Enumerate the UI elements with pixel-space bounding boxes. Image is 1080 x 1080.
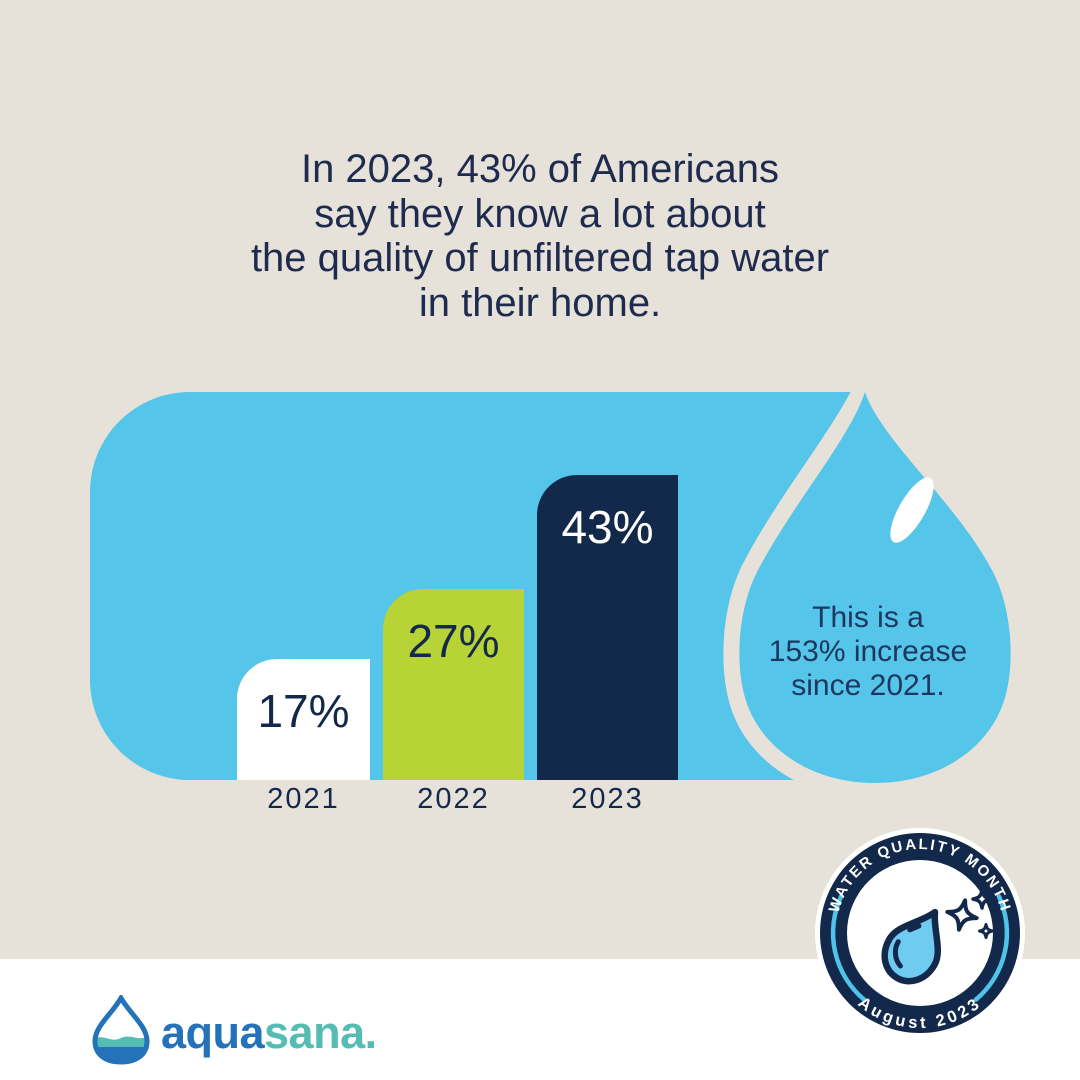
water-quality-month-badge: WATER QUALITY MONTH August 2023 — [815, 828, 1025, 1038]
bar-value-2021: 17% — [257, 685, 350, 737]
headline-line-2: say they know a lot about — [314, 191, 766, 236]
drop-highlight — [890, 477, 934, 543]
logo-text-sana: sana — [264, 1007, 365, 1058]
callout-line-2: 153% increase — [768, 635, 968, 668]
badge-drop-dash-small — [907, 923, 922, 933]
sparkle-icon-tiny — [978, 923, 994, 939]
bar-2022: 27% — [383, 589, 524, 780]
callout-line-3: since 2021. — [791, 669, 945, 702]
badge-drop-dash-curve — [892, 939, 903, 969]
badge-drop-icon — [881, 888, 994, 985]
logo-drop-wave — [95, 1035, 147, 1047]
bar-2021: 17% — [237, 659, 370, 780]
logo-drop-outline — [92, 995, 150, 1065]
bar-2023: 43% — [537, 475, 678, 780]
headline-line-4: in their home. — [418, 280, 662, 325]
headline-line-3: the quality of unfiltered tap water — [250, 236, 830, 280]
logo-trademark-dot: . — [364, 1007, 378, 1058]
water-drop-graphic — [723, 362, 1027, 800]
badge-arc-left — [830, 893, 867, 1002]
logo-text-aqua: aqua — [161, 1007, 265, 1058]
year-label-2023: 2023 — [571, 783, 644, 815]
year-label-2021: 2021 — [267, 783, 340, 815]
sparkle-icon-large — [945, 898, 979, 932]
badge-arc-right — [973, 893, 1010, 1002]
callout-line-1: This is a — [812, 601, 924, 634]
callout-text: This is a 153% increase since 2021. — [768, 601, 968, 703]
bar-value-2022: 27% — [407, 615, 500, 667]
logo-wordmark: aquasana. — [161, 1007, 377, 1059]
sparkle-icon-small — [971, 888, 993, 910]
headline-line-1: In 2023, 43% of Americans — [300, 147, 780, 191]
bar-value-2023: 43% — [561, 501, 654, 553]
logo-drop-icon — [92, 995, 150, 1065]
headline: In 2023, 43% of Americans say they know … — [0, 147, 1080, 325]
water-drop-icon — [739, 392, 1011, 783]
year-label-2022: 2022 — [417, 783, 490, 815]
